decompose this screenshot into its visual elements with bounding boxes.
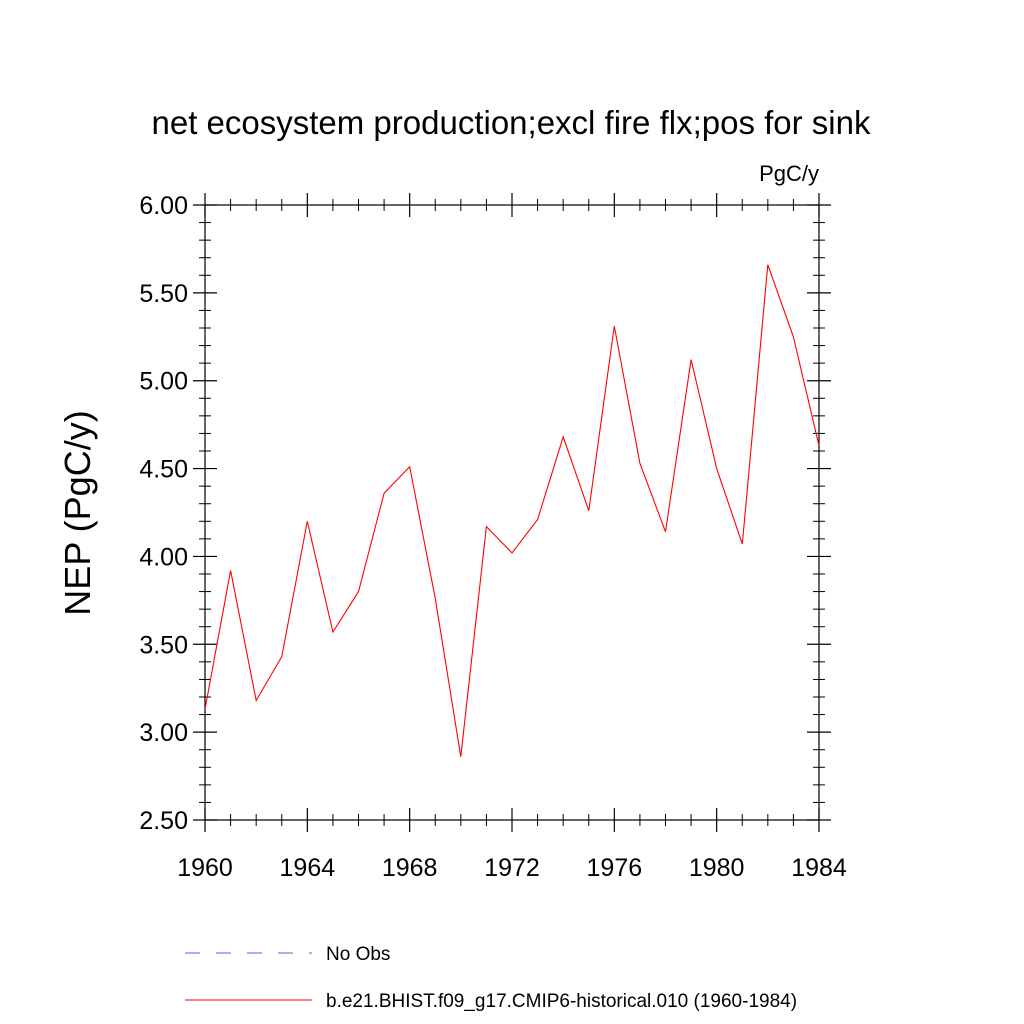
y-tick-label: 5.50 [139,280,188,308]
y-tick-labels: 2.50 3.00 3.50 4.00 4.50 5.00 5.50 6.00 [139,192,188,835]
series-layer [204,264,820,757]
x-tick-label: 1964 [280,854,336,882]
series-line [204,264,820,757]
x-tick-label: 1972 [484,854,540,882]
x-tick-label: 1960 [177,854,233,882]
y-tick-label: 3.00 [139,719,188,747]
legend-label: No Obs [326,944,390,965]
units-label: PgC/y [759,161,819,186]
x-tick-label: 1968 [382,854,438,882]
legend-label: b.e21.BHIST.f09_g17.CMIP6-historical.010… [326,991,797,1012]
legend: No Obs b.e21.BHIST.f09_g17.CMIP6-historic… [185,944,797,1012]
y-tick-label: 6.00 [139,192,188,220]
plot-frame [204,204,820,821]
y-tick-label: 3.50 [139,631,188,659]
y-axis-label: NEP (PgC/y) [57,410,98,615]
y-tick-label: 2.50 [139,807,188,835]
x-tick-label: 1976 [587,854,643,882]
x-tick-label: 1984 [791,854,847,882]
chart-title: net ecosystem production;excl fire flx;p… [152,104,871,141]
y-tick-label: 5.00 [139,368,188,396]
x-tick-label: 1980 [689,854,745,882]
major-ticks [193,193,831,832]
y-tick-label: 4.00 [139,543,188,571]
minor-ticks [199,199,825,826]
y-tick-label: 4.50 [139,456,188,484]
x-tick-labels: 1960 1964 1968 1972 1976 1980 1984 [177,854,847,882]
